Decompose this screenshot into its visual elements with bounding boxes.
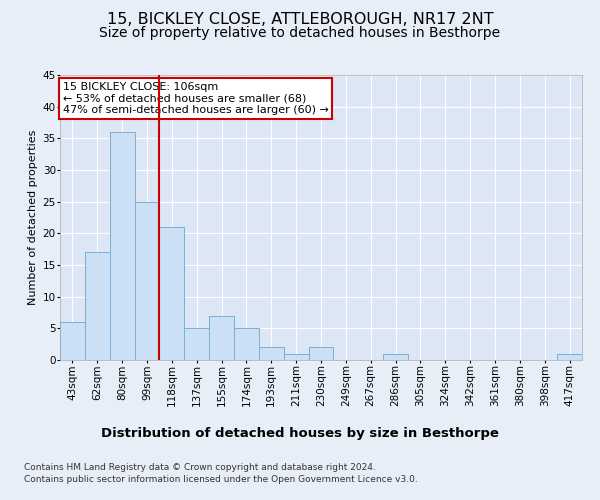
- Bar: [85, 252, 110, 360]
- Bar: [184, 328, 209, 360]
- Bar: [383, 354, 408, 360]
- Bar: [284, 354, 308, 360]
- Bar: [234, 328, 259, 360]
- Text: 15, BICKLEY CLOSE, ATTLEBOROUGH, NR17 2NT: 15, BICKLEY CLOSE, ATTLEBOROUGH, NR17 2N…: [107, 12, 493, 28]
- Text: Size of property relative to detached houses in Besthorpe: Size of property relative to detached ho…: [100, 26, 500, 40]
- Text: 15 BICKLEY CLOSE: 106sqm
← 53% of detached houses are smaller (68)
47% of semi-d: 15 BICKLEY CLOSE: 106sqm ← 53% of detach…: [62, 82, 328, 116]
- Bar: [160, 227, 184, 360]
- Bar: [557, 354, 582, 360]
- Text: Distribution of detached houses by size in Besthorpe: Distribution of detached houses by size …: [101, 428, 499, 440]
- Bar: [60, 322, 85, 360]
- Text: Contains HM Land Registry data © Crown copyright and database right 2024.: Contains HM Land Registry data © Crown c…: [24, 462, 376, 471]
- Bar: [308, 348, 334, 360]
- Y-axis label: Number of detached properties: Number of detached properties: [28, 130, 38, 305]
- Bar: [259, 348, 284, 360]
- Bar: [110, 132, 134, 360]
- Bar: [209, 316, 234, 360]
- Text: Contains public sector information licensed under the Open Government Licence v3: Contains public sector information licen…: [24, 475, 418, 484]
- Bar: [134, 202, 160, 360]
